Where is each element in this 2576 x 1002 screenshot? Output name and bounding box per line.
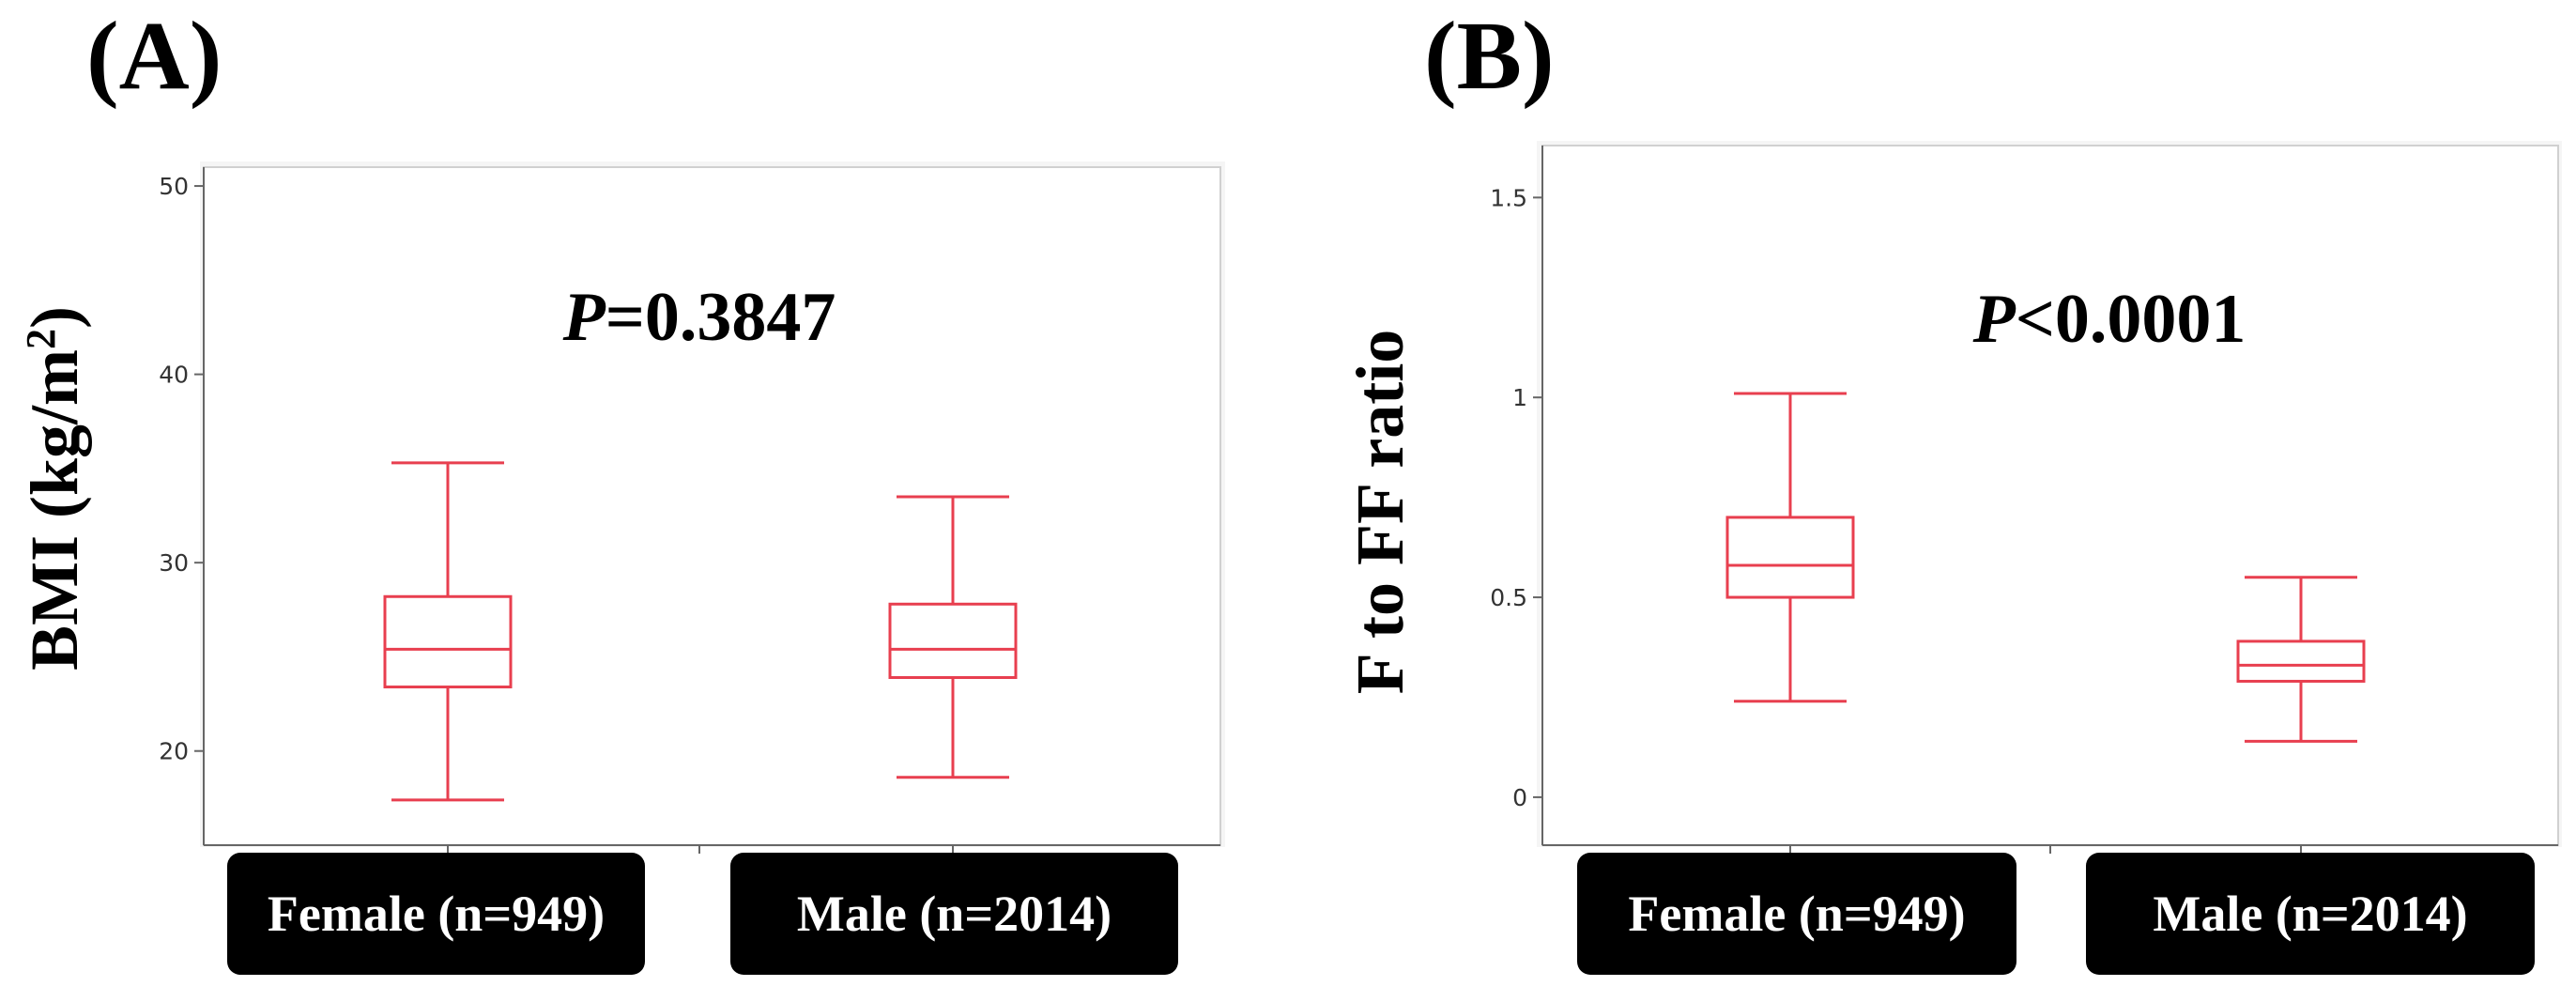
plot-frame: [1541, 145, 2559, 846]
y-tick-label: 0: [1512, 784, 1527, 811]
box-female: [1725, 392, 1855, 703]
y-ticks: 0 0.5 1 1.5: [1490, 184, 1542, 811]
panel-label: (B): [1424, 2, 1555, 110]
y-ticks: 20 30 40 50: [159, 173, 204, 765]
iqr-box: [2236, 640, 2366, 683]
boxes: [383, 461, 1018, 802]
box-female: [383, 461, 513, 802]
box-male: [2236, 576, 2366, 743]
p-value-italic: P: [562, 279, 606, 356]
y-tick-label: 30: [159, 549, 189, 577]
y-axis-label: BMI (kg/m2): [17, 306, 92, 671]
box-male: [888, 495, 1018, 779]
p-value-annotation: P=0.3847: [562, 279, 836, 356]
boxplot-chart: 20 30 40 50 P=0.3847 BMI (kg/m2): [17, 166, 1221, 854]
y-tick-label: 40: [159, 362, 189, 389]
category-label-female: Female (n=949): [1577, 853, 2016, 975]
x-ticks: [1789, 845, 2302, 854]
iqr-box: [1725, 516, 1855, 599]
boxplot-chart: 0 0.5 1 1.5 P<0.0001 F to FF ratio: [1342, 141, 2562, 854]
panel-a: (A) 20 30 40 50 P=0.3847 BMI (kg/m2) Female…: [17, 2, 1221, 975]
p-value-annotation: P<0.0001: [1972, 281, 2246, 358]
p-value-rest: =0.3847: [606, 279, 836, 356]
p-value-italic: P: [1972, 281, 2016, 358]
x-ticks: [447, 845, 954, 854]
plot-frame: [203, 166, 1221, 846]
iqr-box: [888, 602, 1018, 680]
y-tick-label: 0.5: [1490, 584, 1527, 611]
y-tick-label: 1: [1512, 384, 1527, 411]
iqr-box: [383, 594, 513, 689]
y-axis-label-sup: 2: [18, 329, 64, 349]
category-label-female: Female (n=949): [227, 853, 645, 975]
y-tick-label: 1.5: [1490, 184, 1527, 211]
boxes: [1725, 392, 2366, 743]
y-axis-label-main: F to FF ratio: [1342, 330, 1418, 695]
panel-label: (A): [86, 2, 222, 110]
category-label-male: Male (n=2014): [730, 853, 1178, 975]
category-label-male: Male (n=2014): [2086, 853, 2535, 975]
y-axis-label-close: ): [17, 306, 92, 329]
y-axis-label-main: BMI (kg/m: [17, 349, 92, 671]
y-axis-label: F to FF ratio: [1342, 330, 1418, 695]
panel-b: (B) 0 0.5 1 1.5 P<0.0001 F to FF ratio Fema…: [1288, 0, 2576, 1002]
y-tick-label: 50: [159, 173, 189, 200]
y-tick-label: 20: [159, 738, 189, 765]
p-value-rest: <0.0001: [2016, 281, 2246, 358]
